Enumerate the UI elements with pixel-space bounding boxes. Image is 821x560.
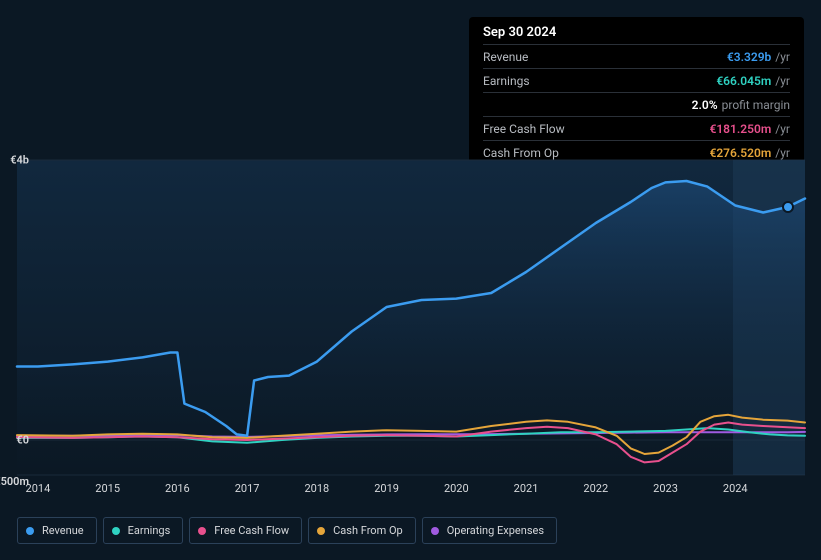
- chart-legend: Revenue Earnings Free Cash Flow Cash From O…: [17, 517, 557, 544]
- x-axis-label: 2022: [583, 482, 608, 495]
- x-axis-label: 2023: [653, 482, 678, 495]
- legend-item-operating-expenses[interactable]: Operating Expenses: [422, 517, 557, 544]
- x-axis-label: 2014: [26, 482, 51, 495]
- cursor-marker: [782, 201, 794, 213]
- tooltip-row: Free Cash Flow €181.250m/yr: [483, 116, 790, 140]
- legend-item-earnings[interactable]: Earnings: [103, 517, 184, 544]
- financials-chart[interactable]: €4b€0-€500m: [17, 160, 805, 475]
- tooltip-row-unit: /yr: [775, 50, 790, 64]
- legend-dot-icon: [198, 527, 206, 535]
- tooltip-row-value: €66.045m: [716, 74, 771, 88]
- x-axis: 2014 2015 2016 2017 2018 2019 2020 2021 2022 2023…: [17, 482, 805, 502]
- legend-item-cash-from-op[interactable]: Cash From Op: [308, 517, 416, 544]
- x-axis-label: 2020: [444, 482, 469, 495]
- tooltip-row-unit: /yr: [775, 74, 790, 88]
- y-axis-label: €4b: [10, 154, 29, 167]
- x-axis-label: 2021: [514, 482, 539, 495]
- x-axis-label: 2016: [165, 482, 190, 495]
- tooltip-row-value: €181.250m: [709, 122, 771, 136]
- tooltip-row-label: Cash From Op: [483, 146, 559, 160]
- x-axis-label: 2017: [235, 482, 260, 495]
- x-axis-label: 2015: [95, 482, 120, 495]
- tooltip-row-label: Revenue: [483, 50, 528, 64]
- tooltip-row-unit: /yr: [775, 146, 790, 160]
- tooltip-row-label: Free Cash Flow: [483, 122, 565, 136]
- legend-label: Revenue: [42, 524, 84, 537]
- tooltip-row: Revenue €3.329b/yr: [483, 44, 790, 68]
- legend-dot-icon: [112, 527, 120, 535]
- legend-label: Free Cash Flow: [214, 524, 289, 537]
- legend-item-free-cash-flow[interactable]: Free Cash Flow: [189, 517, 302, 544]
- x-axis-label: 2024: [723, 482, 748, 495]
- tooltip-row-value: €276.520m: [709, 146, 771, 160]
- legend-dot-icon: [317, 527, 325, 535]
- legend-dot-icon: [431, 527, 439, 535]
- y-axis-label: €0: [16, 434, 29, 447]
- legend-label: Earnings: [128, 524, 171, 537]
- x-axis-label: 2019: [374, 482, 399, 495]
- tooltip-row-value: €3.329b: [727, 50, 771, 64]
- tooltip-row: 2.0% profit margin: [483, 92, 790, 116]
- legend-label: Operating Expenses: [447, 524, 544, 537]
- tooltip-row-unit: /yr: [775, 122, 790, 136]
- x-axis-label: 2018: [304, 482, 329, 495]
- legend-dot-icon: [26, 527, 34, 535]
- tooltip-date: Sep 30 2024: [483, 25, 790, 40]
- tooltip-row: Earnings €66.045m/yr: [483, 68, 790, 92]
- tooltip-row-unit: profit margin: [722, 98, 790, 112]
- tooltip-row-label: Earnings: [483, 74, 530, 88]
- tooltip-row-value: 2.0%: [692, 98, 718, 112]
- legend-item-revenue[interactable]: Revenue: [17, 517, 97, 544]
- legend-label: Cash From Op: [333, 524, 403, 537]
